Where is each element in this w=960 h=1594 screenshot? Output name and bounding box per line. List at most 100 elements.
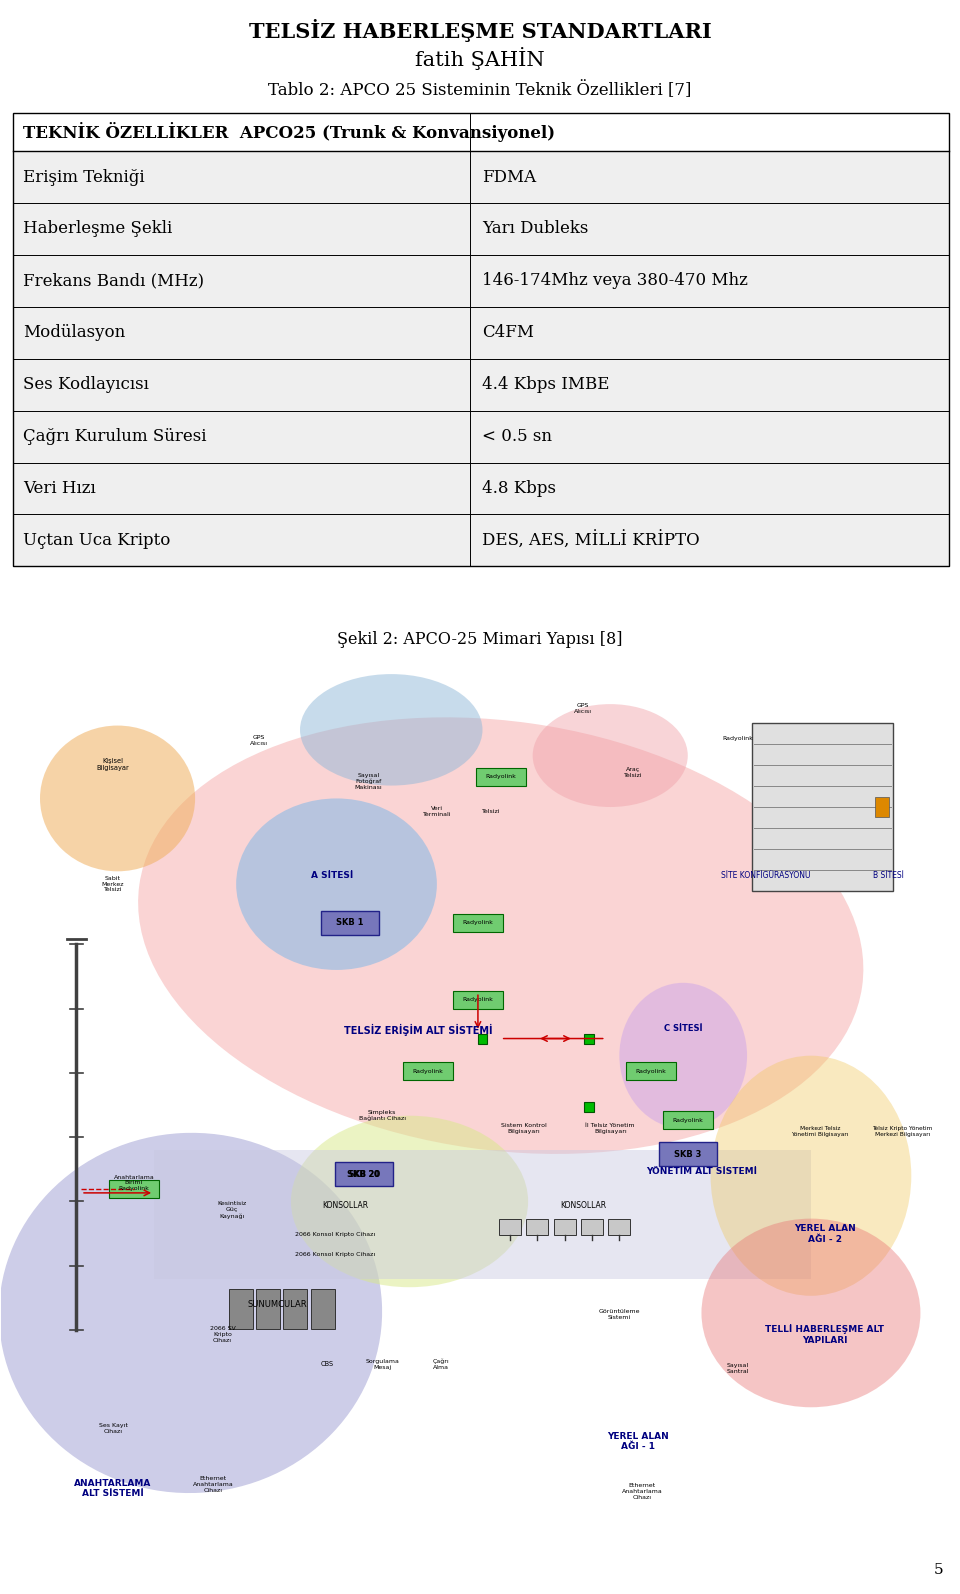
Text: Araç
Telsizi: Araç Telsizi <box>624 767 642 778</box>
Text: 4.4 Kbps IMBE: 4.4 Kbps IMBE <box>482 376 610 394</box>
Bar <box>477 1033 488 1044</box>
Text: C4FM: C4FM <box>482 324 534 341</box>
Text: A SİTESİ: A SİTESİ <box>311 870 353 880</box>
Text: Radyolink: Radyolink <box>118 1186 150 1191</box>
Text: Merkezi Telsiz
Yönetimi Bilgisayarı: Merkezi Telsiz Yönetimi Bilgisayarı <box>791 1125 849 1137</box>
Bar <box>453 913 503 932</box>
Text: 2066 Konsol Kripto Cihazı: 2066 Konsol Kripto Cihazı <box>296 1232 375 1237</box>
Text: Veri
Terminali: Veri Terminali <box>422 807 451 816</box>
Bar <box>13 113 948 566</box>
Bar <box>322 910 379 934</box>
Text: YEREL ALAN
AĞI - 2: YEREL ALAN AĞI - 2 <box>794 1224 855 1243</box>
Ellipse shape <box>138 717 863 1154</box>
Text: Görüntüleme
Sistemi: Görüntüleme Sistemi <box>599 1309 640 1320</box>
Text: KONSOLLAR: KONSOLLAR <box>560 1202 606 1210</box>
Text: FDMA: FDMA <box>482 169 536 185</box>
Text: Ses Kodlayıcısı: Ses Kodlayıcısı <box>23 376 149 394</box>
Text: Radyolink: Radyolink <box>412 1068 444 1074</box>
Text: Erişim Tekniği: Erişim Tekniği <box>23 169 145 185</box>
Text: Sorgulama
Mesaj: Sorgulama Mesaj <box>365 1360 399 1369</box>
Text: Sayısal
Santral: Sayısal Santral <box>727 1363 749 1374</box>
Text: Radyolink: Radyolink <box>486 775 516 779</box>
Text: GPS
Alıcısı: GPS Alıcısı <box>574 703 592 714</box>
Text: ANAHTARLAMA
ALT SİSTEMİ: ANAHTARLAMA ALT SİSTEMİ <box>74 1479 152 1498</box>
Text: Frekans Bandı (MHz): Frekans Bandı (MHz) <box>23 273 204 290</box>
Text: TELLİ HABERLEŞME ALT
YAPILARI: TELLİ HABERLEŞME ALT YAPILARI <box>765 1325 884 1345</box>
Bar <box>659 1143 717 1167</box>
Text: Sayısal
Fotoğraf
Makinası: Sayısal Fotoğraf Makinası <box>354 773 382 791</box>
Bar <box>13 515 948 566</box>
Bar <box>585 1101 594 1113</box>
Text: Haberleşme Şekli: Haberleşme Şekli <box>23 220 173 238</box>
Text: Çağrı Kurulum Süresi: Çağrı Kurulum Süresi <box>23 429 206 445</box>
Bar <box>228 1288 252 1329</box>
Text: GPS
Alıcısı: GPS Alıcısı <box>250 735 268 746</box>
Text: SKB 20: SKB 20 <box>348 1170 380 1178</box>
Text: SKB 1: SKB 1 <box>336 918 364 928</box>
Text: 2066 SV
Kripto
Cihazı: 2066 SV Kripto Cihazı <box>209 1326 235 1342</box>
Ellipse shape <box>0 1133 382 1494</box>
Text: Anahtarlama
Birimi: Anahtarlama Birimi <box>113 1175 155 1186</box>
Text: Radyolink: Radyolink <box>723 736 754 741</box>
Bar <box>581 1219 603 1235</box>
Bar <box>311 1288 335 1329</box>
Bar <box>876 797 889 818</box>
Text: Simpleks
Bağlantı Cihazı: Simpleks Bağlantı Cihazı <box>359 1109 406 1122</box>
Text: B SİTESİ: B SİTESİ <box>873 870 904 880</box>
Text: YEREL ALAN
AĞI - 1: YEREL ALAN AĞI - 1 <box>607 1431 668 1451</box>
Bar <box>154 1149 811 1278</box>
Text: Çağrı
Alma: Çağrı Alma <box>433 1358 449 1369</box>
Bar <box>554 1219 576 1235</box>
Text: TELSİZ ERİŞİM ALT SİSTEMİ: TELSİZ ERİŞİM ALT SİSTEMİ <box>345 1023 492 1036</box>
Text: Uçtan Uca Kripto: Uçtan Uca Kripto <box>23 532 171 548</box>
Text: Sabit
Merkez
Telsizi: Sabit Merkez Telsizi <box>102 875 124 893</box>
Text: Modülasyon: Modülasyon <box>23 324 126 341</box>
Text: 4.8 Kbps: 4.8 Kbps <box>482 480 556 497</box>
Bar <box>13 462 948 515</box>
Bar <box>609 1219 631 1235</box>
Text: SKB 20: SKB 20 <box>348 1170 379 1178</box>
Text: fatih ŞAHİN: fatih ŞAHİN <box>415 48 545 70</box>
Ellipse shape <box>300 674 483 786</box>
Ellipse shape <box>236 799 437 969</box>
Text: < 0.5 sn: < 0.5 sn <box>482 429 552 445</box>
Text: TELSİZ HABERLEŞME STANDARTLARI: TELSİZ HABERLEŞME STANDARTLARI <box>249 19 711 43</box>
Text: Radyolink: Radyolink <box>672 1117 704 1122</box>
Bar <box>283 1288 307 1329</box>
Text: Kesintisiz
Güç
Kaynağı: Kesintisiz Güç Kaynağı <box>217 1202 246 1219</box>
Text: Ethernet
Anahtarlama
Cihazı: Ethernet Anahtarlama Cihazı <box>193 1476 233 1492</box>
Bar <box>335 1162 393 1186</box>
Text: 5: 5 <box>934 1562 944 1576</box>
Text: Sistem Kontrol
Bilgisayarı: Sistem Kontrol Bilgisayarı <box>501 1124 546 1133</box>
Text: Yarı Dubleks: Yarı Dubleks <box>482 220 588 238</box>
Bar <box>13 308 948 359</box>
Text: Radyolink: Radyolink <box>463 920 493 925</box>
Bar <box>13 113 948 151</box>
Text: C SİTESİ: C SİTESİ <box>664 1023 703 1033</box>
Text: SİTE KONFİGÜRASYONU: SİTE KONFİGÜRASYONU <box>721 870 810 880</box>
Bar <box>403 1062 453 1081</box>
Text: Ses Kayıt
Cihazı: Ses Kayıt Cihazı <box>99 1423 128 1435</box>
Text: CBS: CBS <box>321 1361 334 1368</box>
Bar <box>13 255 948 308</box>
Bar <box>13 411 948 462</box>
Text: Ethernet
Anahtarlama
Cihazı: Ethernet Anahtarlama Cihazı <box>622 1482 662 1500</box>
Bar <box>626 1062 676 1081</box>
Text: SKB 3: SKB 3 <box>674 1149 702 1159</box>
Text: İl Telsiz Yönetim
Bilgisayarı: İl Telsiz Yönetim Bilgisayarı <box>586 1124 635 1133</box>
Bar <box>13 202 948 255</box>
Ellipse shape <box>291 1116 528 1288</box>
Text: 146-174Mhz veya 380-470 Mhz: 146-174Mhz veya 380-470 Mhz <box>482 273 748 290</box>
Text: Tablo 2: APCO 25 Sisteminin Teknik Özellikleri [7]: Tablo 2: APCO 25 Sisteminin Teknik Özell… <box>268 81 692 99</box>
Text: TEKNİK ÖZELLİKLER  APCO25 (Trunk & Konvansiyonel): TEKNİK ÖZELLİKLER APCO25 (Trunk & Konvan… <box>23 123 556 142</box>
Bar <box>453 991 503 1009</box>
Bar <box>256 1288 280 1329</box>
Text: 2066 Konsol Kripto Cihazı: 2066 Konsol Kripto Cihazı <box>296 1253 375 1258</box>
Text: Veri Hızı: Veri Hızı <box>23 480 96 497</box>
Bar <box>13 359 948 411</box>
Bar <box>109 1180 159 1197</box>
Ellipse shape <box>619 983 747 1129</box>
Bar <box>13 151 948 202</box>
Text: DES, AES, MİLLİ KRİPTO: DES, AES, MİLLİ KRİPTO <box>482 531 700 550</box>
Ellipse shape <box>702 1219 921 1408</box>
